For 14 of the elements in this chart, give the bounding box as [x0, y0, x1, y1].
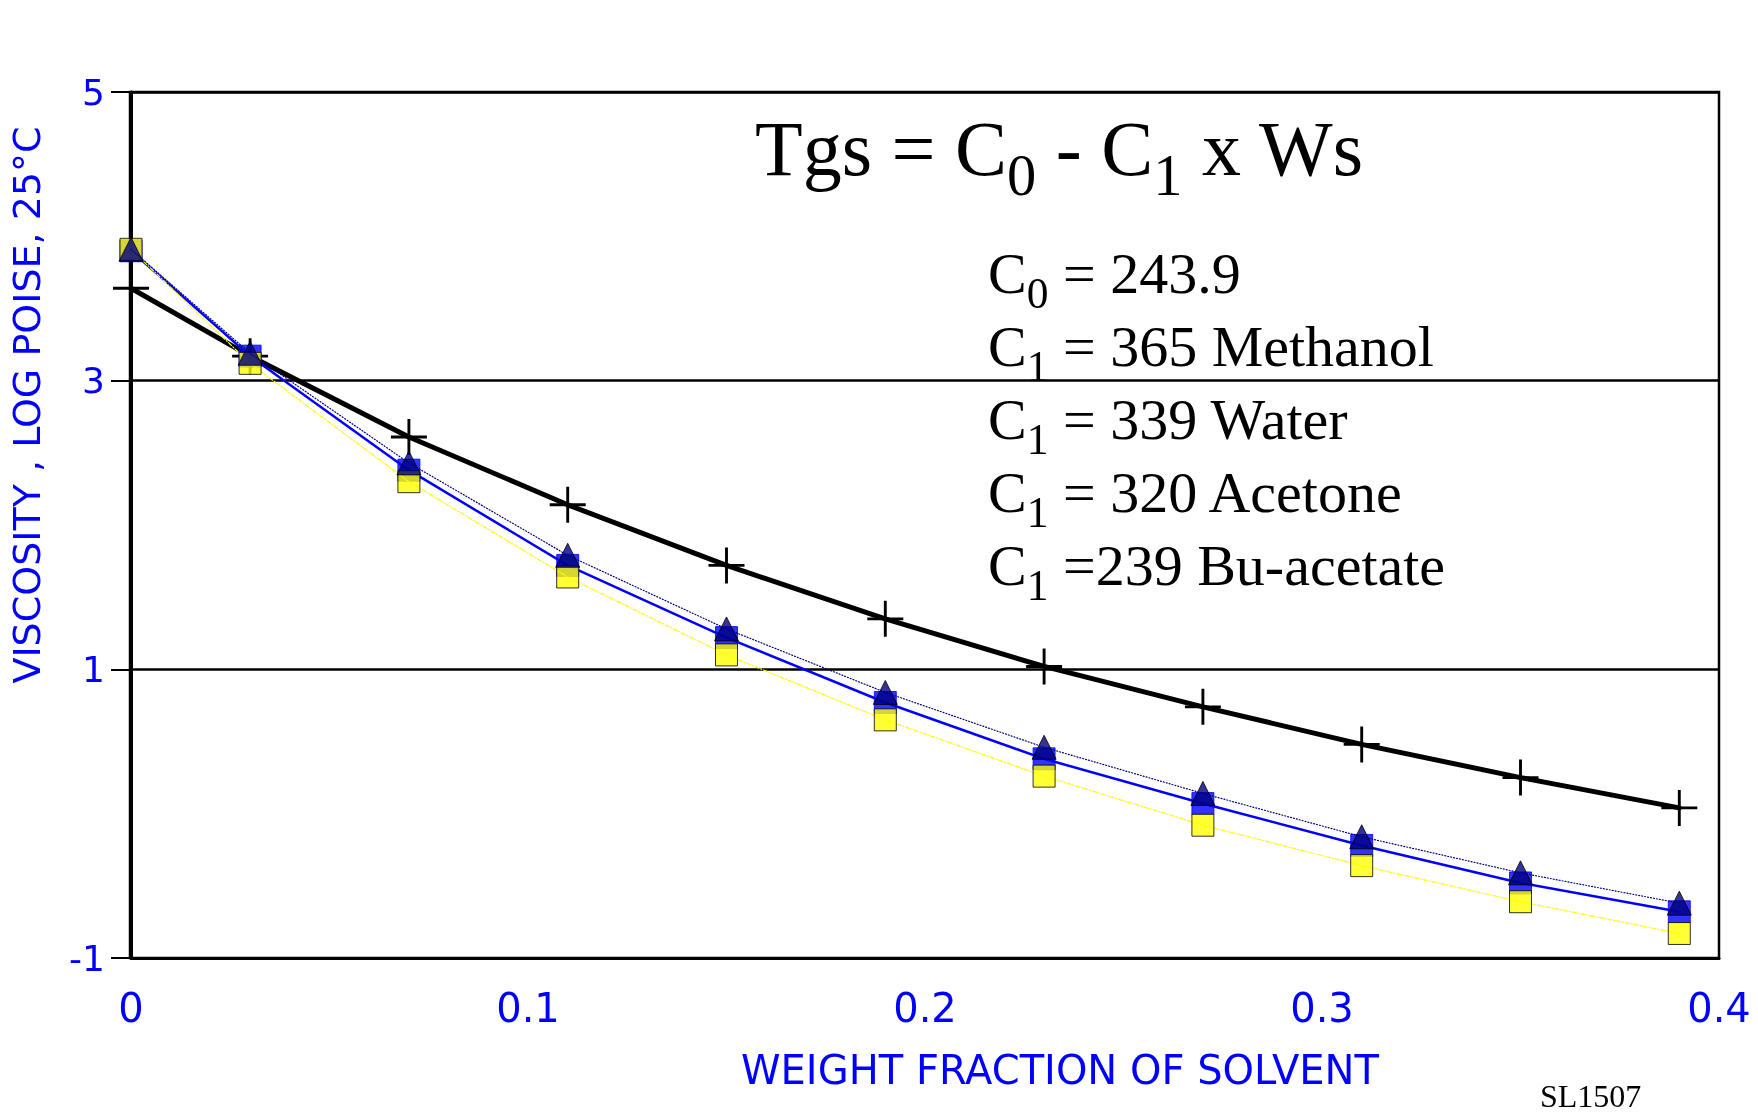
x-tick-label: 0 [118, 985, 144, 1031]
x-tick-label: 0.2 [893, 985, 957, 1031]
y-tick-label: -1 [69, 937, 105, 979]
text: SL1507 [1540, 1078, 1642, 1114]
y-tick-label: 5 [82, 71, 105, 113]
y-tick-label: 3 [82, 360, 105, 402]
annotation: Tgs = C$_{0}$ - C$_{1}$ x Ws [755, 105, 1364, 209]
y-axis-title: VISCOSITY , LOG POISE, 25°C [5, 126, 49, 684]
x-tick-label: 0.3 [1290, 985, 1354, 1031]
x-axis-title: WEIGHT FRACTION OF SOLVENT [741, 1047, 1380, 1093]
x-tick-label: 0.4 [1687, 985, 1751, 1031]
y-tick-label: 1 [82, 648, 105, 690]
annotation: C$_{0}$ = 243.9 [988, 241, 1241, 318]
x-tick-label: 0.1 [496, 985, 560, 1031]
